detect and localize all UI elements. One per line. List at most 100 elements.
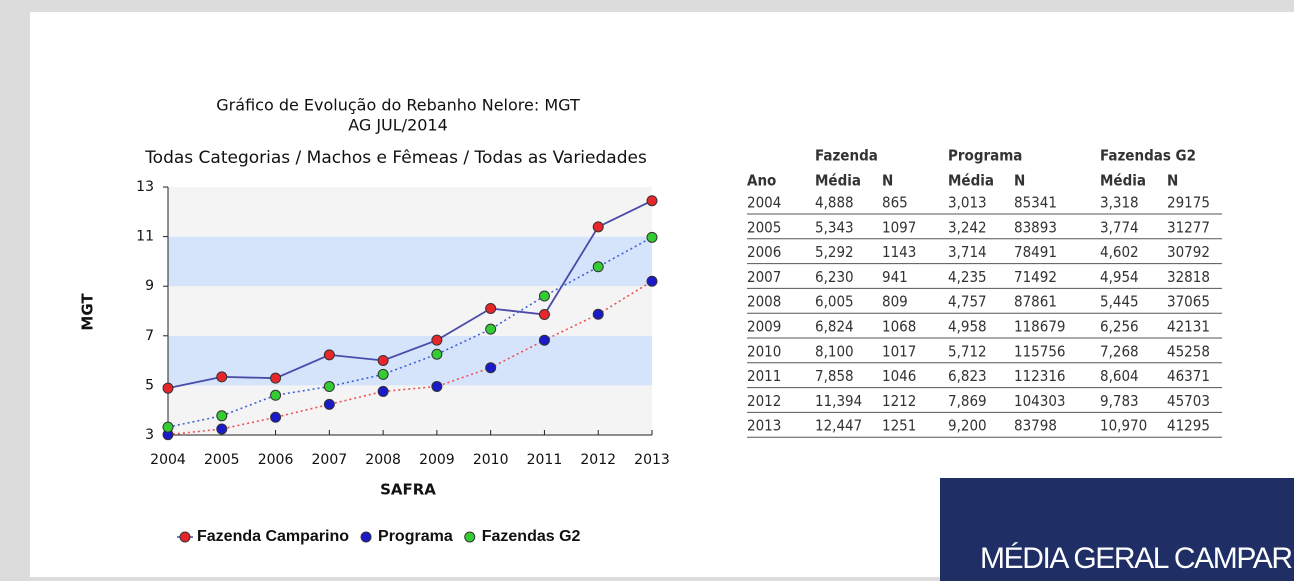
marker: [323, 398, 335, 410]
table-cell: 78491: [1014, 243, 1057, 261]
legend-label: Fazenda Camparino: [197, 528, 349, 545]
table-cell: 2013: [747, 417, 781, 435]
series-line: [167, 280, 653, 436]
series-line: [167, 236, 653, 428]
marker: [646, 275, 658, 287]
table-cell: 32818: [1167, 268, 1210, 286]
table-cell: 1068: [882, 318, 916, 336]
marker: [216, 423, 228, 435]
table-cell: 4,958: [948, 318, 987, 336]
table-cell: 11,394: [815, 392, 862, 410]
table-cell: 9,783: [1100, 392, 1139, 410]
table-cell: 4,602: [1100, 243, 1139, 261]
y-tick-label: 11: [136, 229, 154, 245]
marker: [592, 308, 604, 320]
marker: [592, 221, 604, 233]
table-cell: 6,256: [1100, 318, 1139, 336]
table-cell: 2005: [747, 218, 781, 236]
table-subheader: N: [1167, 172, 1178, 190]
table-cell: 41295: [1167, 417, 1210, 435]
marker: [162, 382, 174, 394]
table-cell: 71492: [1014, 268, 1057, 286]
table-cell: 42131: [1167, 318, 1210, 336]
marker: [538, 334, 550, 346]
x-tick-label: 2009: [419, 452, 455, 468]
table-cell: 4,888: [815, 194, 854, 212]
table-cell: 118679: [1014, 318, 1066, 336]
marker: [216, 371, 228, 383]
legend-label: Programa: [378, 528, 453, 545]
table-group: Programa: [948, 147, 1022, 165]
table-cell: 87861: [1014, 293, 1057, 311]
table-cell: 3,774: [1100, 218, 1139, 236]
y-tick-label: 9: [145, 278, 154, 294]
table-cell: 4,757: [948, 293, 987, 311]
marker: [377, 385, 389, 397]
legend-marker: [360, 531, 372, 543]
table-cell: 5,343: [815, 218, 854, 236]
table-cell: 3,318: [1100, 194, 1139, 212]
table-cell: 1046: [882, 367, 916, 385]
band: [168, 236, 652, 287]
marker: [431, 348, 443, 360]
table-cell: 46371: [1167, 367, 1210, 385]
marker: [646, 195, 658, 207]
table-cell: 1251: [882, 417, 916, 435]
table-cell: 6,823: [948, 367, 987, 385]
table-cell: 941: [882, 268, 908, 286]
plot: [163, 186, 653, 436]
table-cell: 29175: [1167, 194, 1210, 212]
marker: [538, 309, 550, 321]
x-tick-label: 2007: [312, 452, 348, 468]
table-cell: 7,869: [948, 392, 987, 410]
table-cell: 12,447: [815, 417, 862, 435]
table-cell: 85341: [1014, 194, 1057, 212]
table-cell: 2008: [747, 293, 781, 311]
table-cell: 8,100: [815, 342, 854, 360]
table-group: Fazenda: [815, 147, 878, 165]
chart-title2: AG JUL/2014: [348, 116, 448, 135]
marker: [377, 368, 389, 380]
x-tick-label: 2005: [204, 452, 240, 468]
x-axis-label: SAFRA: [380, 481, 436, 499]
marker: [538, 290, 550, 302]
table-cell: 1143: [882, 243, 916, 261]
x-tick-label: 2004: [150, 452, 186, 468]
marker: [323, 381, 335, 393]
table-cell: 6,824: [815, 318, 854, 336]
table-cell: 83893: [1014, 218, 1057, 236]
table-cell: 2011: [747, 367, 781, 385]
table-cell: 1212: [882, 392, 916, 410]
table-cell: 83798: [1014, 417, 1057, 435]
band: [168, 385, 652, 435]
table-subheader: N: [1014, 172, 1025, 190]
chart-title: Gráfico de Evolução do Rebanho Nelore: M…: [216, 96, 580, 115]
x-tick-label: 2010: [473, 452, 509, 468]
table-cell: 2010: [747, 342, 781, 360]
y-tick-label: 7: [145, 328, 154, 344]
marker: [592, 261, 604, 273]
series-line: [167, 199, 653, 390]
table-cell: 2007: [747, 268, 781, 286]
band: [168, 286, 652, 336]
table-group: Fazendas G2: [1100, 147, 1196, 165]
table-subheader: Média: [948, 172, 994, 190]
table-cell: 3,714: [948, 243, 987, 261]
table-cell: 37065: [1167, 293, 1210, 311]
table-cell: 5,292: [815, 243, 854, 261]
x-tick-label: 2013: [634, 452, 670, 468]
table-subheader: Média: [815, 172, 861, 190]
table-cell: 104303: [1014, 392, 1066, 410]
marker: [646, 231, 658, 243]
table-subheader: N: [882, 172, 893, 190]
table-cell: 2004: [747, 194, 781, 212]
x-tick-label: 2011: [527, 452, 563, 468]
x-tick-label: 2012: [580, 452, 616, 468]
table-cell: 10,970: [1100, 417, 1147, 435]
table-cell: 45703: [1167, 392, 1210, 410]
marker: [485, 323, 497, 335]
table-cell: 115756: [1014, 342, 1066, 360]
table-cell: 6,230: [815, 268, 854, 286]
